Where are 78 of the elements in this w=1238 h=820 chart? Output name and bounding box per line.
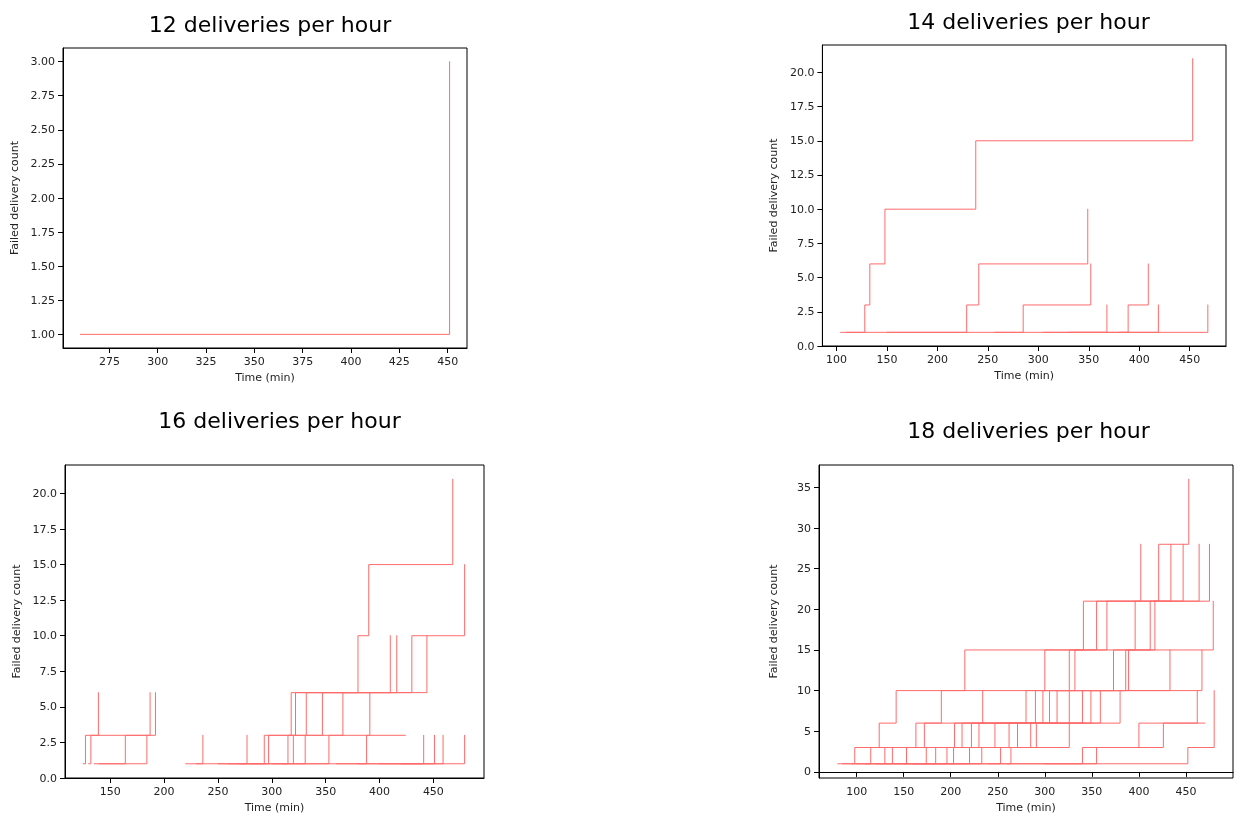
x-tick-label: 400 xyxy=(1128,785,1150,798)
y-tick-label: 15.0 xyxy=(32,558,57,572)
x-tick-label: 350 xyxy=(1081,785,1103,798)
y-tick-label: 15.0 xyxy=(789,134,815,148)
x-tick-label: 325 xyxy=(195,355,217,368)
x-tick-label: 150 xyxy=(893,785,915,798)
y-tick-label: 35 xyxy=(797,480,811,494)
x-axis-title: Time (min) xyxy=(234,371,295,384)
x-tick-label: 300 xyxy=(261,785,283,798)
y-tick-label: 5.0 xyxy=(796,271,815,285)
x-tick-label: 400 xyxy=(369,785,391,798)
x-tick-label: 375 xyxy=(292,355,314,368)
x-tick-label: 100 xyxy=(846,785,868,798)
x-tick-label: 450 xyxy=(1179,353,1201,366)
x-tick-label: 300 xyxy=(1034,785,1056,798)
y-axis-title: Failed delivery count xyxy=(9,563,23,679)
y-tick-label: 10.0 xyxy=(32,629,57,643)
y-tick-label: 0.0 xyxy=(796,339,815,353)
y-tick-label: 2.5 xyxy=(39,735,57,749)
x-axis-title: Time (min) xyxy=(993,369,1055,382)
chart-title: 12 deliveries per hour xyxy=(148,11,393,37)
chart-title: 16 deliveries per hour xyxy=(158,407,402,433)
x-tick-label: 250 xyxy=(987,785,1009,798)
x-tick-label: 350 xyxy=(1078,353,1100,366)
y-tick-label: 1.75 xyxy=(30,225,55,239)
x-tick-label: 200 xyxy=(926,353,948,366)
y-tick-label: 0 xyxy=(804,765,811,779)
x-tick-label: 150 xyxy=(876,353,898,366)
y-tick-label: 1.00 xyxy=(30,327,55,341)
y-tick-label: 15 xyxy=(797,643,811,657)
y-tick-label: 3.00 xyxy=(30,55,55,69)
x-tick-label: 200 xyxy=(940,785,962,798)
y-tick-label: 1.50 xyxy=(30,259,55,273)
y-tick-label: 2.00 xyxy=(30,191,55,205)
chart-title: 18 deliveries per hour xyxy=(907,417,1151,443)
y-tick-label: 1.25 xyxy=(30,293,55,307)
x-tick-label: 350 xyxy=(243,355,265,368)
x-tick-label: 275 xyxy=(98,355,120,368)
y-axis-title: Failed delivery count xyxy=(767,563,780,679)
y-tick-label: 17.5 xyxy=(789,100,815,114)
y-axis-title: Failed delivery count xyxy=(7,140,21,256)
x-tick-label: 150 xyxy=(99,785,121,798)
y-tick-label: 2.75 xyxy=(30,89,55,103)
y-tick-label: 10 xyxy=(797,684,811,698)
y-tick-label: 20.0 xyxy=(789,65,815,79)
y-tick-label: 17.5 xyxy=(32,522,57,536)
y-tick-label: 10.0 xyxy=(789,202,815,216)
y-tick-label: 2.50 xyxy=(30,123,55,137)
x-tick-label: 100 xyxy=(826,353,848,366)
x-tick-label: 250 xyxy=(207,785,229,798)
x-tick-label: 450 xyxy=(422,785,444,798)
x-tick-label: 300 xyxy=(147,355,169,368)
x-tick-label: 400 xyxy=(340,355,362,368)
x-tick-label: 350 xyxy=(315,785,337,798)
y-tick-label: 20 xyxy=(797,602,811,616)
y-tick-label: 0.0 xyxy=(39,771,57,785)
y-tick-label: 12.5 xyxy=(789,168,815,182)
x-axis-title: Time (min) xyxy=(995,801,1056,814)
y-tick-label: 25 xyxy=(797,562,811,576)
y-axis-title: Failed delivery count xyxy=(767,137,780,253)
y-tick-label: 5.0 xyxy=(39,700,57,714)
x-tick-label: 300 xyxy=(1027,353,1049,366)
y-tick-label: 12.5 xyxy=(32,593,57,607)
y-tick-label: 7.5 xyxy=(39,664,57,678)
y-tick-label: 7.5 xyxy=(796,236,815,250)
x-tick-label: 400 xyxy=(1128,353,1150,366)
y-tick-label: 30 xyxy=(797,521,811,535)
x-tick-label: 450 xyxy=(1175,785,1197,798)
x-tick-label: 425 xyxy=(388,355,410,368)
y-tick-label: 2.25 xyxy=(30,157,55,171)
chart-title: 14 deliveries per hour xyxy=(907,8,1151,34)
x-tick-label: 250 xyxy=(977,353,999,366)
y-tick-label: 5 xyxy=(804,724,811,738)
x-tick-label: 200 xyxy=(153,785,175,798)
x-tick-label: 450 xyxy=(437,355,459,368)
y-tick-label: 2.5 xyxy=(796,305,815,319)
y-tick-label: 20.0 xyxy=(32,486,57,500)
x-axis-title: Time (min) xyxy=(243,801,305,814)
